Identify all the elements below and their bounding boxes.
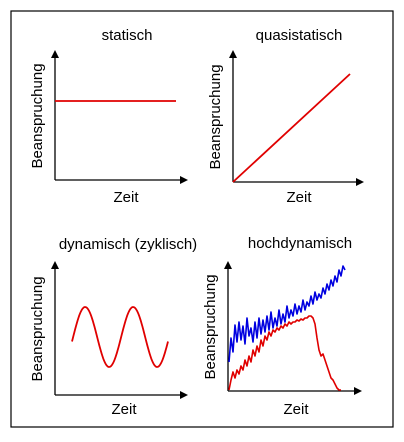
panel-hochdynamisch: hochdynamisch Beanspruchung Zeit bbox=[202, 235, 362, 418]
panel-statisch: statisch Beanspruchung Zeit bbox=[29, 27, 188, 206]
panel-title: hochdynamisch bbox=[248, 235, 352, 252]
panel-title: dynamisch (zyklisch) bbox=[59, 236, 197, 253]
y-axis-label: Beanspruchung bbox=[207, 64, 224, 169]
panel-quasistatisch: quasistatisch Beanspruchung Zeit bbox=[207, 27, 364, 206]
cyclic-load-curve bbox=[71, 306, 169, 368]
panel-title: quasistatisch bbox=[256, 27, 343, 44]
high-dynamic-load-red bbox=[228, 315, 341, 391]
high-dynamic-load-blue bbox=[228, 265, 346, 363]
x-axis-label: Zeit bbox=[286, 189, 312, 206]
panel-title: statisch bbox=[102, 27, 153, 44]
y-axis-label: Beanspruchung bbox=[29, 276, 46, 381]
y-axis-label: Beanspruchung bbox=[29, 63, 46, 168]
outer-frame bbox=[10, 10, 394, 428]
x-axis-label: Zeit bbox=[283, 401, 309, 418]
x-axis-label: Zeit bbox=[113, 189, 139, 206]
x-axis-label: Zeit bbox=[111, 401, 137, 418]
ramp-load-line bbox=[232, 73, 351, 183]
y-axis-label: Beanspruchung bbox=[202, 274, 219, 379]
panel-dynamisch: dynamisch (zyklisch) Beanspruchung Zeit bbox=[29, 236, 197, 418]
